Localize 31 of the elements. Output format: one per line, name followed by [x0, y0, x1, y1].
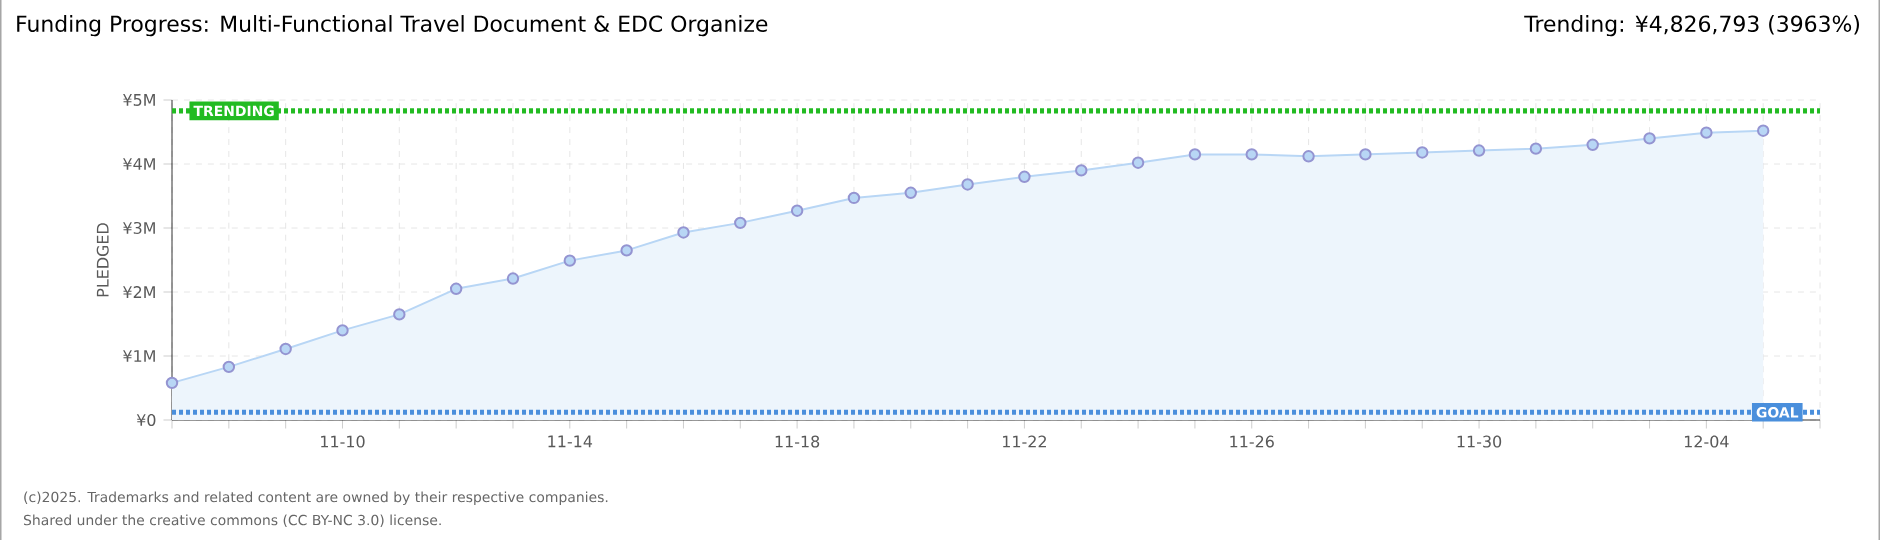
point: [336, 324, 349, 337]
point: [1131, 156, 1145, 169]
point: [393, 308, 406, 321]
point: [1586, 138, 1599, 151]
point: [279, 342, 292, 356]
point: [734, 216, 747, 230]
point: [961, 178, 974, 191]
point: [1302, 150, 1315, 163]
point: [1529, 142, 1543, 155]
point: [1472, 144, 1486, 157]
point: [1018, 170, 1031, 183]
point: [1188, 148, 1202, 161]
point: [790, 204, 804, 217]
point: [563, 254, 577, 267]
point: [677, 226, 690, 239]
point: [506, 272, 520, 285]
point: [1245, 148, 1258, 161]
point: [620, 244, 633, 257]
point: [1075, 164, 1088, 177]
chart-title: Funding Progress: Multi-Functional Travel Document & EDC Organize: [17, 15, 768, 37]
point: [1359, 148, 1372, 161]
point: [1700, 126, 1713, 139]
point: [1416, 146, 1429, 159]
point: [165, 376, 179, 390]
point: [1756, 124, 1770, 137]
point: [904, 186, 917, 199]
point: [449, 282, 463, 295]
point: [847, 191, 861, 205]
chart-subtitle: Trending: ¥4,826,793 (3963%): [1524, 15, 1860, 37]
point: [222, 360, 236, 374]
point: [1643, 132, 1656, 145]
